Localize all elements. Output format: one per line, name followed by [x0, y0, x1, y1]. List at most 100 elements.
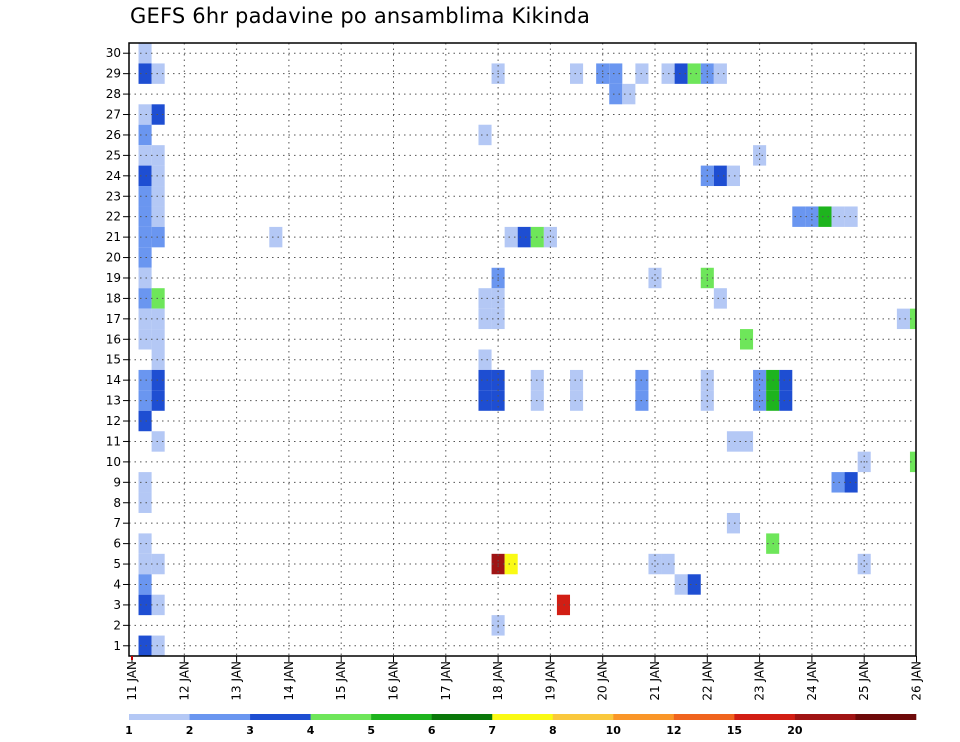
heatmap-cell	[478, 288, 492, 309]
colorbar-segment	[855, 714, 917, 720]
y-tick-label: 25	[106, 148, 121, 162]
heatmap-cell	[138, 206, 152, 227]
y-tick-label: 10	[106, 455, 121, 469]
y-tick-label: 26	[106, 128, 121, 142]
colorbar-segment	[492, 714, 554, 720]
heatmap-cell	[138, 43, 152, 64]
heatmap-cell	[138, 186, 152, 207]
heatmap-cell	[609, 63, 623, 84]
colorbar-segment	[371, 714, 432, 720]
heatmap-cell	[831, 472, 845, 493]
y-tick-label: 28	[106, 87, 121, 101]
heatmap-cell	[478, 369, 492, 391]
colorbar-label: 10	[606, 724, 622, 737]
x-tick-label: 12 JAN	[177, 661, 191, 701]
heatmap-cell	[151, 369, 165, 391]
colorbar-segment	[794, 714, 856, 720]
heatmap-cell	[779, 369, 793, 391]
colorbar-label: 1	[125, 724, 133, 737]
heatmap-cell	[844, 206, 858, 227]
y-tick-label: 21	[106, 230, 121, 244]
heatmap-cell	[648, 553, 662, 575]
y-tick-label: 30	[106, 46, 121, 60]
colorbar-label: 6	[428, 724, 436, 737]
heatmap-cell	[138, 104, 152, 125]
heatmap-cell	[138, 533, 152, 554]
heatmap-cell	[138, 288, 152, 309]
y-tick-label: 6	[113, 537, 121, 551]
y-tick-label: 20	[106, 251, 121, 265]
heatmap-cell	[739, 329, 754, 350]
heatmap-cell	[896, 308, 910, 330]
heatmap-cell	[138, 247, 152, 268]
heatmap-cell	[138, 553, 152, 575]
heatmap-cell	[504, 553, 518, 575]
colorbar-segment	[129, 714, 190, 720]
heatmap-cell	[138, 329, 152, 350]
y-tick-label: 27	[106, 108, 121, 122]
y-tick-label: 23	[106, 189, 121, 203]
heatmap-cell	[909, 451, 916, 473]
y-tick-label: 9	[113, 475, 121, 489]
heatmap-cell	[517, 226, 531, 248]
heatmap-cell	[753, 145, 767, 166]
heatmap-cell	[713, 63, 727, 84]
colorbar-label: 12	[666, 724, 681, 737]
y-tick-label: 15	[106, 353, 121, 367]
y-tick-label: 1	[113, 639, 121, 653]
x-tick-label: 15 JAN	[334, 661, 348, 701]
heatmap-cell	[269, 226, 283, 248]
y-tick-label: 19	[106, 271, 121, 285]
heatmap-cell	[687, 574, 701, 595]
heatmap-cell	[151, 329, 165, 350]
heatmap-cell	[138, 267, 152, 289]
heatmap-cell	[151, 63, 165, 84]
heatmap-cell	[138, 63, 152, 84]
y-tick-label: 22	[106, 210, 121, 224]
heatmap-cell	[478, 124, 492, 146]
x-tick-label: 17 JAN	[439, 661, 453, 701]
heatmap-cell	[151, 431, 165, 452]
y-tick-label: 13	[106, 394, 121, 408]
heatmap-cell	[151, 226, 165, 248]
heatmap-cell	[151, 349, 165, 370]
y-tick-label: 24	[106, 169, 121, 183]
y-tick-label: 7	[113, 516, 121, 530]
heatmap-cell	[138, 594, 152, 616]
x-tick-label: 26 JAN	[910, 661, 924, 701]
x-tick-label: 21 JAN	[648, 661, 662, 701]
grid-lines	[129, 43, 916, 656]
heatmap-cell	[648, 267, 662, 289]
heatmap-cell	[504, 226, 518, 248]
chart-title: GEFS 6hr padavine po ansamblima Kikinda	[130, 4, 591, 28]
colorbar-label: 4	[307, 724, 315, 737]
y-tick-label: 29	[106, 67, 121, 81]
colorbar-segment	[673, 714, 735, 720]
y-tick-label: 4	[113, 577, 121, 591]
y-axis: 1234567891011121314151617181920212223242…	[106, 46, 129, 653]
heatmap-cell	[674, 63, 688, 84]
heatmap-cell	[844, 472, 858, 493]
colorbar: 1 2 3 4 5 6 7 8 10 12 15 20	[125, 714, 917, 737]
colorbar-label: 15	[727, 724, 742, 737]
x-tick-label: 13 JAN	[230, 661, 244, 701]
heatmap-cell	[138, 410, 152, 432]
heatmap-cell	[779, 390, 793, 411]
heatmap-cell	[726, 165, 740, 187]
heatmap-cell	[570, 63, 584, 84]
heatmap-cell	[818, 206, 832, 227]
plot-frame	[128, 42, 917, 657]
heatmap-cell	[674, 574, 688, 595]
heatmap-cell	[151, 145, 165, 166]
colorbar-segment	[431, 714, 493, 720]
x-tick-label: 23 JAN	[753, 661, 767, 701]
y-tick-label: 12	[106, 414, 121, 428]
y-tick-label: 2	[113, 618, 121, 632]
x-tick-label: 16 JAN	[387, 661, 401, 701]
heatmap-cell	[138, 124, 152, 146]
heatmap-cell	[713, 165, 727, 187]
y-tick-label: 11	[106, 434, 121, 448]
heatmap-cell	[570, 369, 584, 391]
heatmap-cell	[151, 308, 165, 330]
